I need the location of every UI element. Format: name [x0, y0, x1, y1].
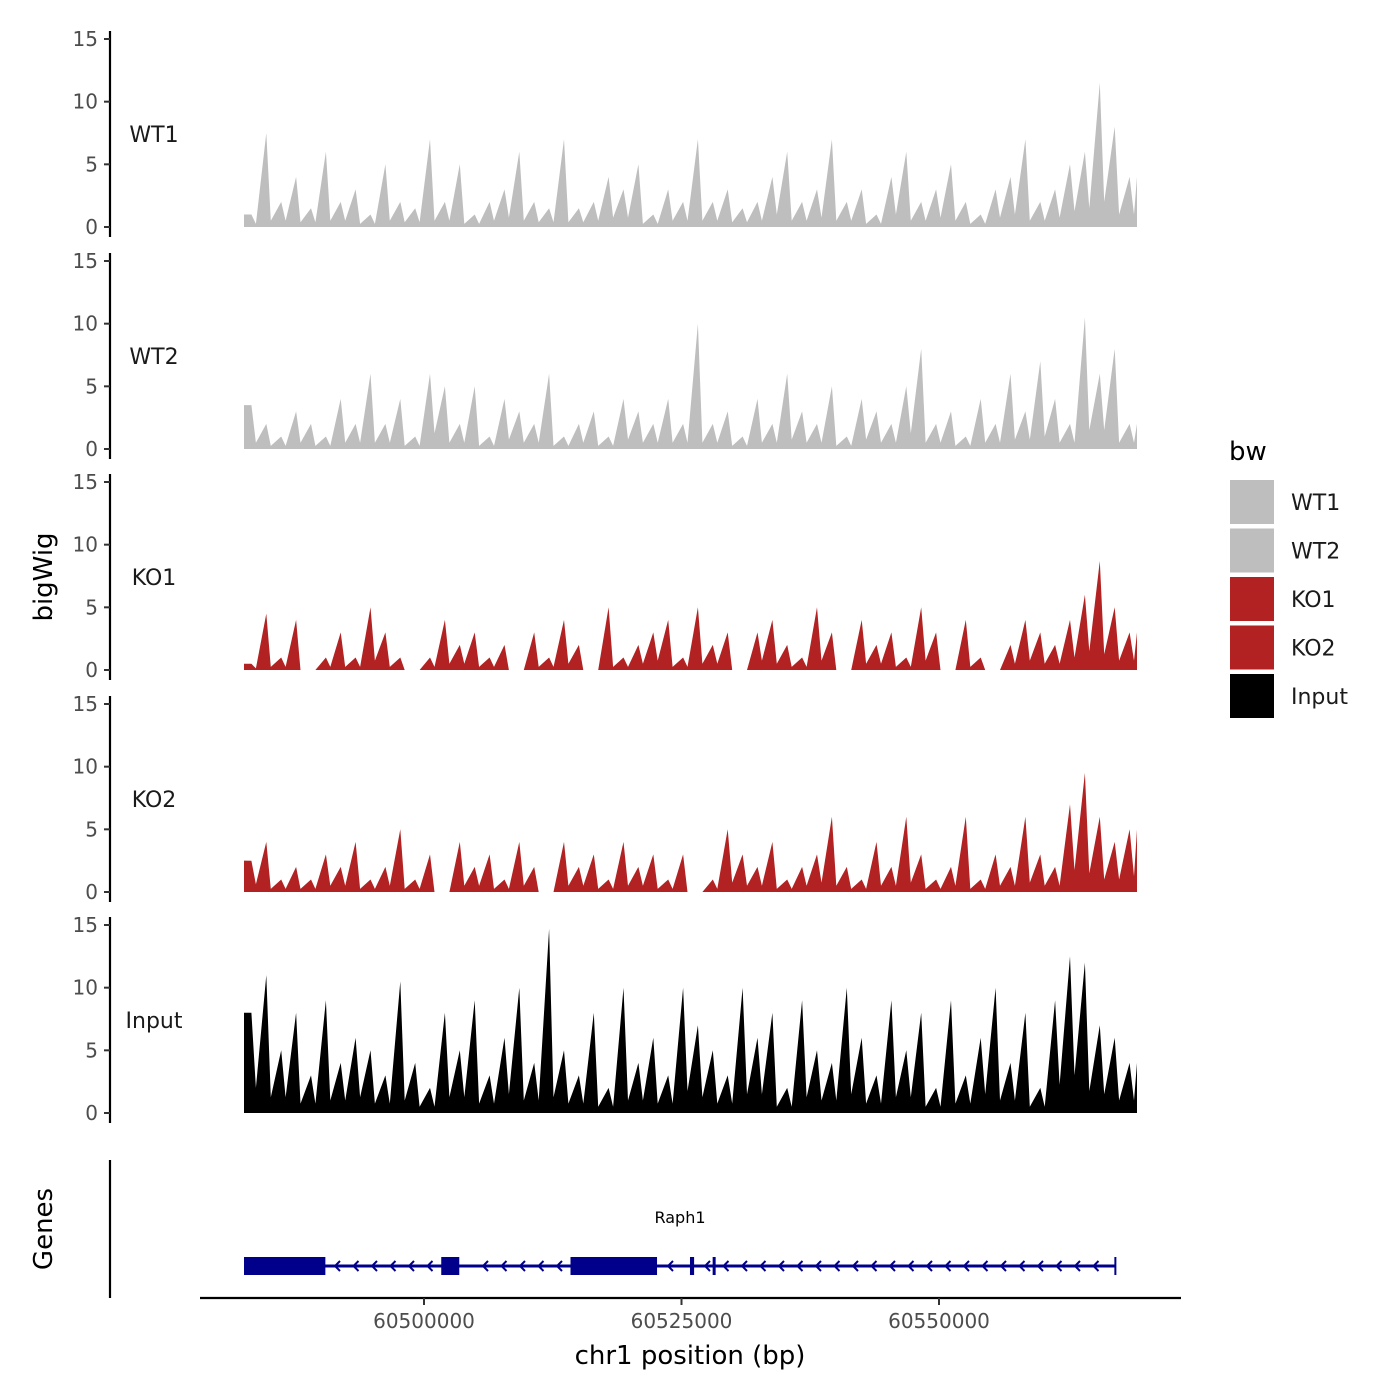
y-tick-label: 5 — [85, 817, 98, 841]
strand-arrow-icon — [370, 1260, 378, 1272]
strand-arrow-icon — [389, 1260, 397, 1272]
strand-arrow-icon — [722, 1260, 730, 1272]
y-tick-label: 10 — [73, 755, 98, 779]
strand-arrow-icon — [426, 1260, 434, 1272]
legend-title: bw — [1229, 437, 1267, 467]
x-tick-label: 60500000 — [373, 1309, 475, 1333]
strand-arrow-icon — [481, 1260, 489, 1272]
strand-arrow-icon — [537, 1260, 545, 1272]
y-tick-label: 15 — [73, 249, 98, 273]
track-panel-wt2: 0 5 10 15 WT2 — [73, 249, 1137, 461]
track-panel-input: 0 5 10 15 Input — [73, 913, 1137, 1125]
strand-arrow-icon — [740, 1260, 748, 1272]
strand-arrow-icon — [1018, 1260, 1026, 1272]
y-tick-label: 15 — [73, 913, 98, 937]
legend-label: WT1 — [1291, 491, 1340, 516]
y-tick-label: 10 — [73, 976, 98, 1000]
x-axis-title: chr1 position (bp) — [575, 1341, 806, 1371]
x-tick-label: 60550000 — [888, 1309, 990, 1333]
legend-swatch-ko2 — [1230, 625, 1274, 670]
track-panel-ko2: 0 5 10 15 KO2 — [73, 692, 1137, 904]
strand-arrow-icon — [925, 1260, 933, 1272]
strand-arrow-icon — [1073, 1260, 1081, 1272]
strand-arrow-icon — [814, 1260, 822, 1272]
strand-arrow-icon — [703, 1260, 711, 1272]
x-tick-label: 60525000 — [631, 1309, 733, 1333]
y-tick-label: 5 — [85, 152, 98, 176]
gene-exon — [570, 1257, 658, 1275]
y-tick-label: 0 — [85, 1101, 98, 1125]
legend-label: WT2 — [1291, 540, 1340, 565]
signal-area-ko2 — [244, 772, 1137, 892]
y-tick-label: 5 — [85, 374, 98, 398]
strand-arrow-icon — [759, 1260, 767, 1272]
strand-arrow-icon — [352, 1260, 360, 1272]
track-panel-ko1: 0 5 10 15 KO1 — [73, 470, 1137, 682]
signal-area-input — [244, 928, 1137, 1113]
y-tick-label: 0 — [85, 437, 98, 461]
legend-label: Input — [1291, 685, 1348, 710]
legend-swatch-wt2 — [1230, 528, 1274, 573]
signal-area-ko1 — [244, 561, 1137, 670]
signal-area-wt2 — [244, 317, 1137, 449]
strand-arrow-icon — [944, 1260, 952, 1272]
legend-swatch-wt1 — [1230, 480, 1274, 524]
track-panel-wt1: 0 5 10 15 WT1 — [73, 27, 1137, 239]
strand-arrow-icon — [500, 1260, 508, 1272]
gene-label: Raph1 — [654, 1208, 705, 1227]
genes-axis-title: Genes — [29, 1188, 59, 1270]
strand-arrow-icon — [796, 1260, 804, 1272]
legend-swatch-ko1 — [1230, 577, 1274, 621]
y-tick-label: 0 — [85, 658, 98, 682]
strand-arrow-icon — [777, 1260, 785, 1272]
y-tick-label: 5 — [85, 1038, 98, 1062]
strand-arrow-icon — [666, 1260, 674, 1272]
y-tick-label: 0 — [85, 880, 98, 904]
strand-arrow-icon — [407, 1260, 415, 1272]
track-label: Input — [126, 1009, 183, 1034]
y-tick-label: 5 — [85, 595, 98, 619]
track-label: KO2 — [132, 788, 177, 813]
y-tick-label: 10 — [73, 533, 98, 557]
strand-arrow-icon — [907, 1260, 915, 1272]
strand-arrow-icon — [999, 1260, 1007, 1272]
strand-arrow-icon — [1055, 1260, 1063, 1272]
strand-arrow-icon — [333, 1260, 341, 1272]
y-tick-label: 10 — [73, 312, 98, 336]
signal-area-wt1 — [244, 82, 1137, 228]
strand-arrow-icon — [1092, 1260, 1100, 1272]
strand-arrow-icon — [888, 1260, 896, 1272]
gene-exon — [712, 1257, 716, 1275]
strand-arrow-icon — [851, 1260, 859, 1272]
strand-arrow-icon — [555, 1260, 563, 1272]
gene-exon — [689, 1257, 695, 1275]
track-label: WT1 — [129, 123, 178, 148]
y-tick-label: 15 — [73, 692, 98, 716]
y-tick-label: 0 — [85, 215, 98, 239]
gene-exon — [441, 1257, 460, 1275]
strand-arrow-icon — [962, 1260, 970, 1272]
y-axis-title: bigWig — [29, 532, 59, 621]
gene-exon — [244, 1257, 326, 1275]
track-label: KO1 — [132, 566, 177, 591]
strand-arrow-icon — [870, 1260, 878, 1272]
legend-swatch-input — [1230, 674, 1274, 718]
legend-label: KO2 — [1291, 637, 1336, 662]
strand-arrow-icon — [1036, 1260, 1044, 1272]
gene-track — [244, 1257, 1117, 1275]
legend-label: KO1 — [1291, 588, 1336, 613]
strand-arrow-icon — [833, 1260, 841, 1272]
legend: bw WT1 WT2 KO1 KO2 Input — [1229, 437, 1348, 718]
y-tick-label: 10 — [73, 90, 98, 114]
track-label: WT2 — [129, 345, 178, 370]
y-tick-label: 15 — [73, 470, 98, 494]
strand-arrow-icon — [981, 1260, 989, 1272]
y-tick-label: 15 — [73, 27, 98, 51]
strand-arrow-icon — [518, 1260, 526, 1272]
